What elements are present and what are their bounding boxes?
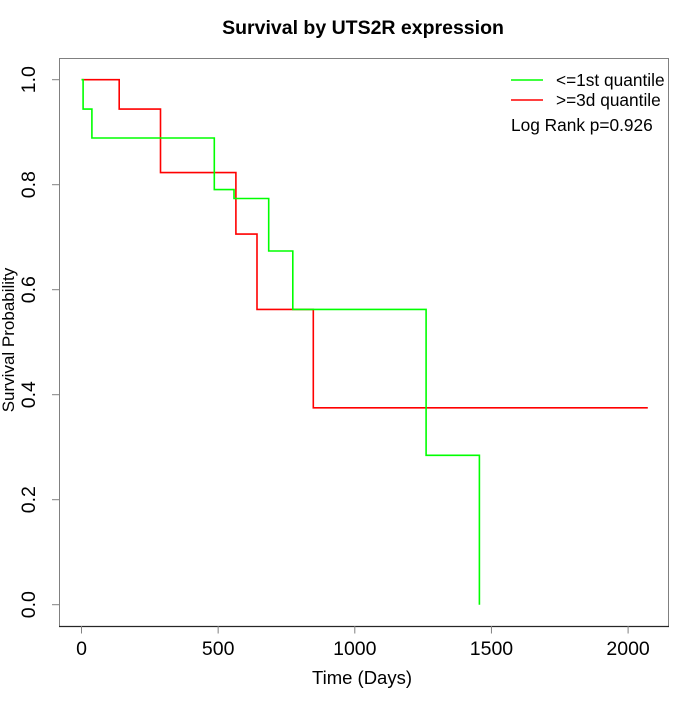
svg-text:Time (Days): Time (Days) [312,667,412,688]
svg-text:1.0: 1.0 [18,66,40,93]
svg-text:0: 0 [76,638,87,660]
svg-text:500: 500 [202,638,235,660]
svg-text:<=1st quantile: <=1st quantile [556,70,665,90]
svg-text:Survival by UTS2R expression: Survival by UTS2R expression [222,17,504,39]
svg-text:0.4: 0.4 [18,381,40,408]
svg-text:1000: 1000 [333,638,377,660]
svg-text:>=3d quantile: >=3d quantile [556,90,661,110]
svg-text:0.0: 0.0 [18,591,40,618]
svg-text:1500: 1500 [470,638,514,660]
svg-text:Log Rank p=0.926: Log Rank p=0.926 [511,115,653,135]
svg-text:Survival Probability: Survival Probability [0,267,18,412]
svg-text:0.2: 0.2 [18,486,40,513]
svg-text:0.8: 0.8 [18,171,40,198]
svg-text:0.6: 0.6 [18,276,40,303]
svg-text:2000: 2000 [606,638,650,660]
